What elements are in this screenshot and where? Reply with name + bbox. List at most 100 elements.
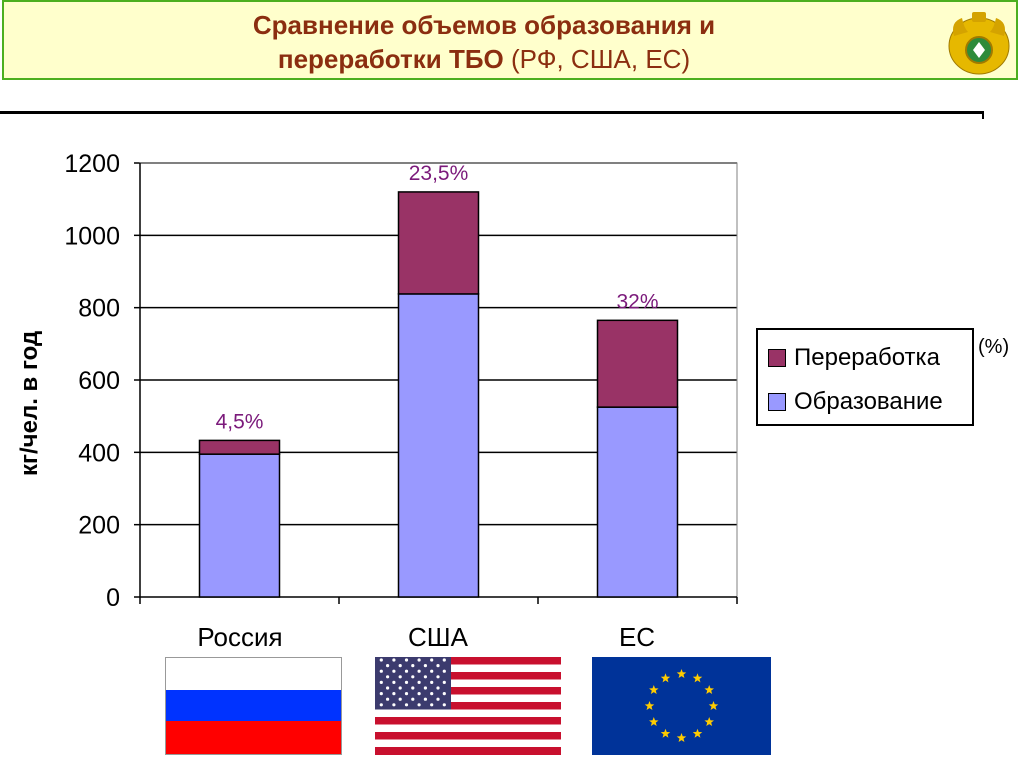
usa-star <box>436 675 440 679</box>
y-axis-label: кг/чел. в год <box>16 330 43 476</box>
usa-star <box>442 703 446 707</box>
bar-formation <box>198 453 281 598</box>
usa-star <box>379 692 383 696</box>
usa-star <box>379 703 383 707</box>
usa-star <box>404 669 409 673</box>
usa-star <box>417 703 421 707</box>
usa-star <box>423 697 427 701</box>
bar-formation <box>596 406 679 598</box>
usa-star <box>398 675 402 679</box>
eu-star <box>660 728 671 738</box>
data-label: 4,5% <box>216 410 264 433</box>
title-line-2-normal: (РФ, США, ЕС) <box>503 44 691 74</box>
usa-star <box>392 703 396 707</box>
usa-star <box>430 669 434 673</box>
legend-item-formation: Образование <box>768 387 943 417</box>
divider-tick <box>982 111 984 119</box>
legend-swatch-recycling <box>768 349 786 367</box>
bar-recycling <box>198 439 281 455</box>
usa-star <box>379 680 383 684</box>
usa-star <box>392 692 396 696</box>
chart-legend: Переработка Образование <box>756 328 974 426</box>
legend-item-recycling: Переработка <box>768 343 940 373</box>
usa-star <box>442 658 446 662</box>
y-tick-label: 400 <box>78 439 120 467</box>
usa-star <box>417 658 421 662</box>
data-label: 23,5% <box>409 162 469 185</box>
y-tick-label: 600 <box>78 367 120 395</box>
eu-star <box>649 685 659 695</box>
usa-star <box>430 703 434 707</box>
usa-star <box>379 669 383 673</box>
usa-star <box>386 697 390 701</box>
eu-star <box>692 673 703 683</box>
usa-star <box>386 664 390 668</box>
title-line-1: Сравнение объемов образования и <box>252 10 716 40</box>
legend-label-formation: Образование <box>794 388 943 415</box>
usa-star <box>392 658 396 662</box>
usa-star <box>423 686 427 690</box>
y-tick-label: 1200 <box>64 150 120 178</box>
eu-star <box>644 701 655 711</box>
data-label: 32% <box>616 290 658 313</box>
usa-star <box>417 680 421 684</box>
usa-star <box>430 658 434 662</box>
usa-star <box>404 680 409 684</box>
emblem-icon <box>948 12 1010 75</box>
flag-eu-icon <box>592 657 771 755</box>
country-label-russia: Россия <box>197 622 283 652</box>
flag-usa-icon <box>375 657 561 755</box>
bar-chart: 0 200 400 600 800 1000 1200 4,5% 23,5% 32% <box>64 150 738 612</box>
page-title: Сравнение объемов образования и перерабо… <box>124 8 844 76</box>
usa-star <box>423 664 427 668</box>
usa-star <box>417 669 421 673</box>
usa-star <box>423 675 427 679</box>
usa-star <box>398 686 402 690</box>
usa-star <box>442 680 446 684</box>
usa-star <box>404 703 409 707</box>
header-banner: Сравнение объемов образования и перерабо… <box>2 0 1018 80</box>
usa-star <box>386 675 390 679</box>
bar-recycling <box>596 319 679 408</box>
y-tick-label: 200 <box>78 512 120 540</box>
usa-star <box>411 664 415 668</box>
country-label-eu: ЕС <box>618 622 656 652</box>
eu-star <box>704 685 714 695</box>
divider <box>0 111 984 114</box>
country-label-usa: США <box>408 622 468 652</box>
usa-star <box>392 669 396 673</box>
eu-star <box>649 717 659 727</box>
title-line-2-bold: переработки ТБО <box>277 44 504 74</box>
usa-star <box>436 686 440 690</box>
usa-star <box>442 692 446 696</box>
usa-star <box>398 697 402 701</box>
eu-star <box>708 701 719 711</box>
y-tick-label: 0 <box>106 584 120 612</box>
usa-star <box>404 658 409 662</box>
usa-star <box>442 669 446 673</box>
legend-label-recycling: Переработка <box>794 344 940 371</box>
usa-star <box>404 692 409 696</box>
percent-note: (%) <box>978 336 1010 358</box>
bar-formation <box>397 293 480 598</box>
y-tick-label: 800 <box>78 295 120 323</box>
usa-star <box>436 697 440 701</box>
usa-star <box>386 686 390 690</box>
usa-star <box>430 680 434 684</box>
usa-star <box>430 692 434 696</box>
bar-recycling <box>397 191 480 295</box>
eu-star <box>660 673 671 683</box>
usa-star <box>411 697 415 701</box>
y-tick-label: 1000 <box>64 222 120 250</box>
usa-star <box>392 680 396 684</box>
eu-star <box>676 733 687 743</box>
legend-swatch-formation <box>768 393 786 411</box>
eu-star <box>692 728 703 738</box>
eu-star <box>676 669 687 679</box>
usa-star <box>398 664 402 668</box>
usa-star <box>417 692 421 696</box>
eu-star <box>704 717 714 727</box>
usa-star <box>436 664 440 668</box>
usa-star <box>411 675 415 679</box>
usa-star <box>379 658 383 662</box>
